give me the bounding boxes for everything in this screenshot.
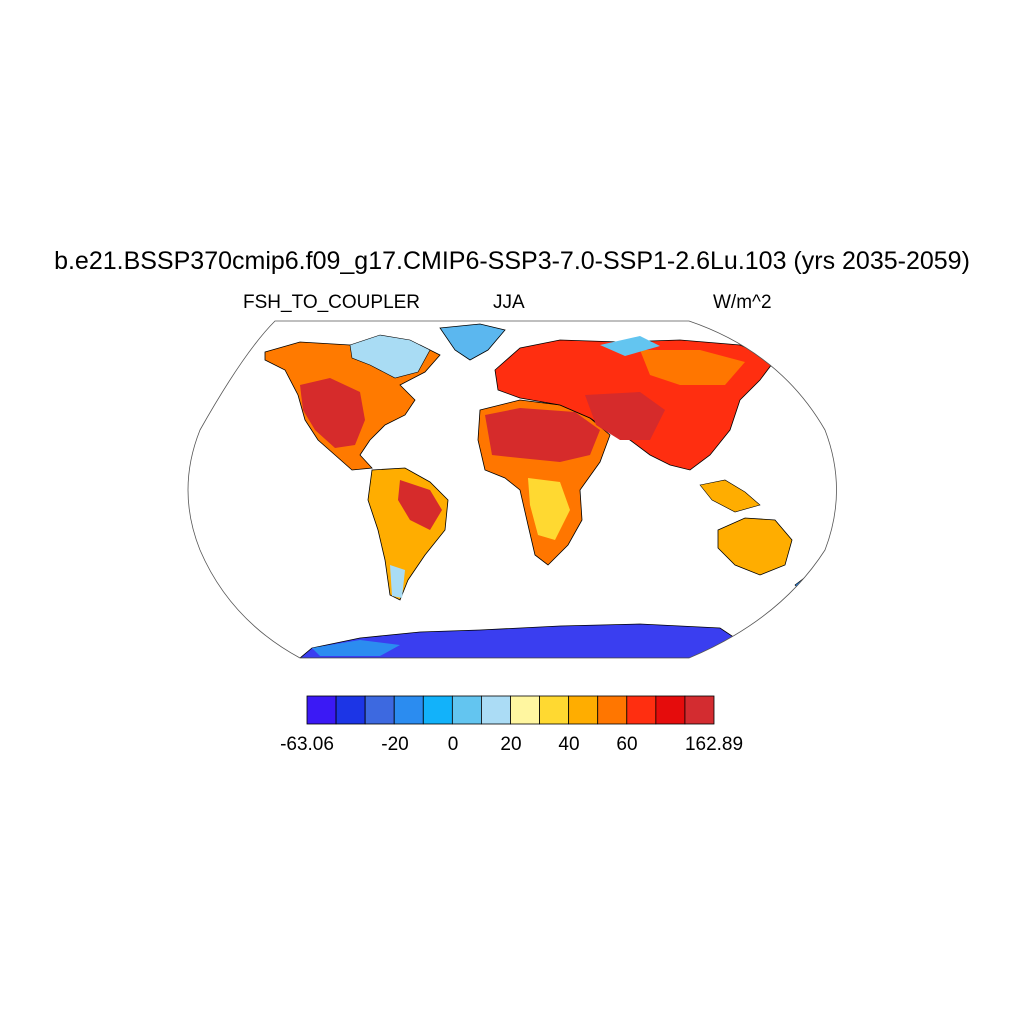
southeast-asia-islands <box>699 479 761 513</box>
colorbar-box <box>451 695 482 725</box>
colorbar-box <box>597 695 628 725</box>
colorbar-box <box>684 695 715 725</box>
north-america-hot-region <box>300 378 365 448</box>
colorbar-box <box>364 695 395 725</box>
colorbar-max-label: 162.89 <box>684 734 744 755</box>
central-africa-mild-region <box>528 478 570 540</box>
colorbar-tick-label: 40 <box>558 734 580 755</box>
antarctica-coast-region <box>312 640 400 656</box>
colorbar-tick-label: 20 <box>500 734 522 755</box>
colorbar-box <box>510 695 540 725</box>
colorbar-min-label: -63.06 <box>280 734 334 755</box>
units-label: W/m^2 <box>713 292 772 313</box>
colorbar-box <box>568 695 599 725</box>
colorbar-box <box>422 695 453 725</box>
greenland <box>439 323 506 361</box>
south-america-hot-region <box>398 480 442 530</box>
australia-landmass <box>717 517 793 576</box>
antarctica-landmass <box>298 623 739 658</box>
plot-title: b.e21.BSSP370cmip6.f09_g17.CMIP6-SSP3-7.… <box>54 247 970 275</box>
colorbar-box <box>626 695 657 725</box>
colorbar-tick-label: -20 <box>381 734 409 755</box>
colorbar-box <box>655 695 686 725</box>
siberia-warm-region <box>640 350 745 385</box>
arctic-coast-cold-region <box>600 336 660 356</box>
colorbar-box <box>335 695 366 725</box>
south-america-cool-tip <box>390 565 405 598</box>
sahara-hot-region <box>485 408 600 462</box>
map-frame <box>187 320 837 659</box>
canada-cold-region <box>349 334 431 379</box>
colorbar-box <box>306 695 337 725</box>
middle-east-hot-region <box>585 392 665 440</box>
colorbar-box <box>393 695 424 725</box>
season-label: JJA <box>493 292 525 313</box>
colorbar-tick-label: 60 <box>616 734 638 755</box>
colorbar-box <box>539 695 570 725</box>
colorbar-tick-label: 0 <box>447 734 459 755</box>
colorbar-box <box>481 695 511 725</box>
variable-label: FSH_TO_COUPLER <box>243 292 421 313</box>
